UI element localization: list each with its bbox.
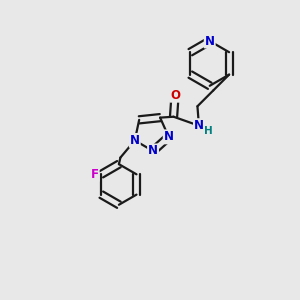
Text: N: N [194, 119, 204, 132]
Text: O: O [170, 89, 180, 102]
Text: H: H [204, 126, 213, 136]
Text: N: N [148, 145, 158, 158]
Text: F: F [91, 168, 99, 181]
Text: N: N [205, 34, 215, 47]
Text: N: N [164, 130, 174, 143]
Text: N: N [130, 134, 140, 147]
